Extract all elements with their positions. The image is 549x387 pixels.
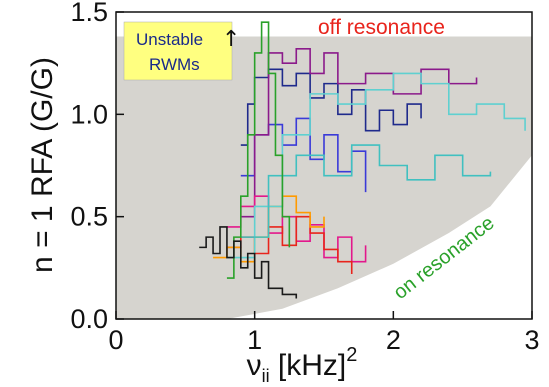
y-tick-label: 0.0 <box>70 304 108 334</box>
plot-frame <box>115 11 533 320</box>
x-axis-label-unit: [kHz] <box>270 349 347 382</box>
y-axis-label: n = 1 RFA (G/G) <box>26 57 59 273</box>
plot-area <box>115 11 533 320</box>
y-axis-ticks: 0.0 0.5 1.0 1.5 <box>70 0 124 334</box>
unstable-label-line2: RWMs <box>149 55 200 74</box>
x-tick-label: 0 <box>108 325 123 355</box>
y-tick-label: 0.5 <box>70 202 108 232</box>
data-series-1 <box>240 68 422 146</box>
x-axis-label: νii [kHz]2 <box>247 344 358 386</box>
data-series-10 <box>199 226 298 299</box>
x-tick-label: 3 <box>524 325 539 355</box>
unstable-rwm-box: Unstable ↑ RWMs <box>123 21 240 81</box>
x-tick-label: 1 <box>247 325 262 355</box>
unstable-label-line1: Unstable <box>136 30 203 49</box>
unstable-arrow-icon: ↑ <box>222 27 240 52</box>
series-layer <box>199 21 526 299</box>
x-axis-label-symbol: ν <box>247 349 262 382</box>
data-series-9 <box>226 21 291 279</box>
x-axis-ticks: 0 1 2 3 <box>108 311 540 355</box>
y-tick-label: 1.5 <box>70 0 108 27</box>
x-tick-label: 2 <box>386 325 401 355</box>
data-series-8 <box>240 144 492 238</box>
x-axis-label-subscript: ii <box>262 366 270 386</box>
x-axis-label-superscript: 2 <box>346 344 357 366</box>
unstable-box-bg <box>123 21 233 81</box>
y-tick-label: 1.0 <box>70 99 108 129</box>
off-resonance-label: off resonance <box>318 16 445 39</box>
resonance-boundary <box>226 155 532 319</box>
